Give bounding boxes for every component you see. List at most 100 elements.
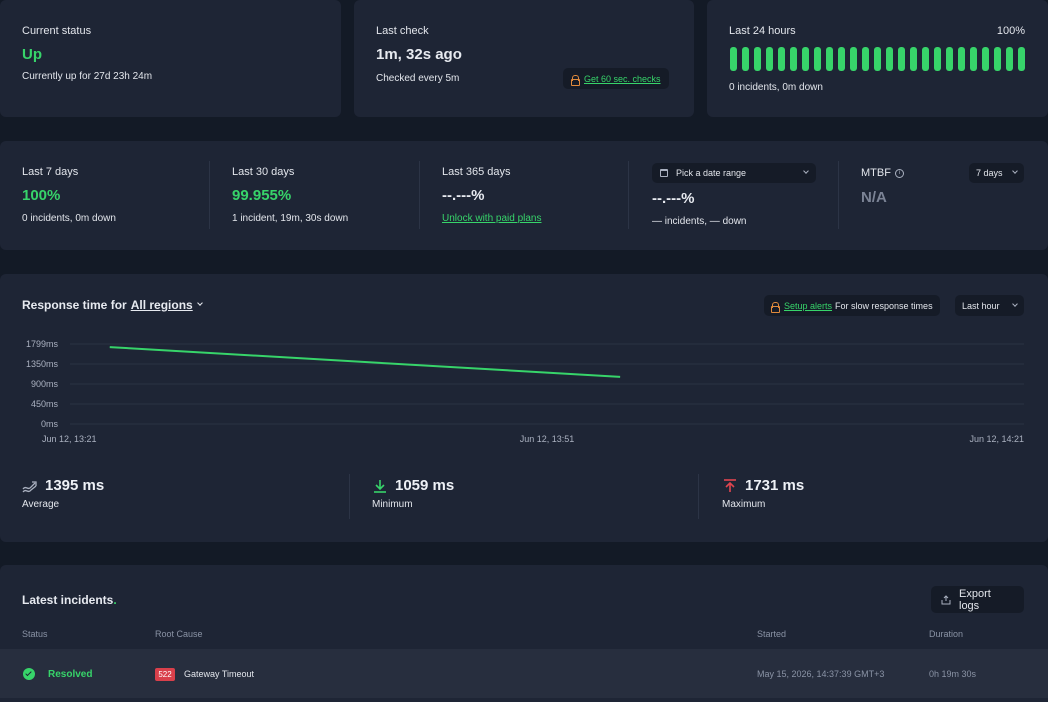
uptime-bar[interactable] xyxy=(790,47,797,71)
error-code-badge: 522 xyxy=(155,668,175,681)
uptime-bar[interactable] xyxy=(742,47,749,71)
last-check-card: Last check 1m, 32s ago Checked every 5m … xyxy=(354,0,694,117)
lock-icon xyxy=(571,74,580,86)
uptime-bar[interactable] xyxy=(946,47,953,71)
uptime-bar[interactable] xyxy=(766,47,773,71)
uptime-bar[interactable] xyxy=(730,47,737,71)
info-icon[interactable]: i xyxy=(894,168,904,178)
uptime-bar[interactable] xyxy=(910,47,917,71)
export-logs-label: Export logs xyxy=(959,587,991,612)
period-7d-label: Last 7 days xyxy=(22,166,79,178)
divider xyxy=(209,161,210,229)
y-tick-label: 1350ms xyxy=(26,359,59,369)
arrow-down-icon xyxy=(374,479,386,493)
unlock-paid-plans-link[interactable]: Unlock with paid plans xyxy=(442,213,542,224)
export-logs-button[interactable]: Export logs xyxy=(931,586,1024,613)
date-range-detail: — incidents, — down xyxy=(652,216,747,227)
incident-status: Resolved xyxy=(48,669,93,680)
uptime-bar[interactable] xyxy=(970,47,977,71)
x-tick-label: Jun 12, 13:21 xyxy=(42,434,97,444)
mtbf-label: MTBF i xyxy=(861,167,904,179)
minimum-value: 1059 ms xyxy=(395,477,455,494)
current-status-card: Current status Up Currently up for 27d 2… xyxy=(0,0,341,117)
date-range-picker[interactable]: Pick a date range xyxy=(652,163,816,183)
minimum-stat: 1059 ms Minimum xyxy=(372,477,454,510)
incident-started: May 15, 2026, 14:37:39 GMT+3 xyxy=(757,669,885,679)
x-tick-label: Jun 12, 14:21 xyxy=(969,434,1024,444)
uptime-bar[interactable] xyxy=(814,47,821,71)
last-24h-percent: 100% xyxy=(996,25,1025,37)
date-range-placeholder: Pick a date range xyxy=(676,168,747,178)
uptime-bar[interactable] xyxy=(802,47,809,71)
uptime-bar[interactable] xyxy=(934,47,941,71)
response-time-title: Response time for All regions xyxy=(22,298,203,312)
y-tick-label: 0ms xyxy=(41,419,59,429)
divider xyxy=(419,161,420,229)
y-tick-label: 900ms xyxy=(31,379,59,389)
uptime-bar[interactable] xyxy=(826,47,833,71)
current-status-value: Up xyxy=(22,46,42,63)
uptime-bar[interactable] xyxy=(922,47,929,71)
divider xyxy=(838,161,839,229)
incident-duration: 0h 19m 30s xyxy=(929,669,977,679)
last-24h-label: Last 24 hours xyxy=(729,25,796,37)
period-30d-value: 99.955% xyxy=(232,187,292,204)
mtbf-range-select[interactable]: 7 days xyxy=(969,163,1024,183)
table-row[interactable]: Resolved 522 Gateway Timeout May 15, 202… xyxy=(0,649,1048,698)
periods-card: Last 7 days 100% 0 incidents, 0m down La… xyxy=(0,141,1048,250)
incidents-title-text: Latest incidents xyxy=(22,593,114,607)
col-root-cause: Root Cause xyxy=(155,629,203,639)
uptime-bar[interactable] xyxy=(994,47,1001,71)
average-label: Average xyxy=(22,499,60,510)
period-30d-detail: 1 incident, 19m, 30s down xyxy=(232,213,349,224)
response-time-chart: 1799ms 1350ms 900ms 450ms 0ms Jun 12, 13:21 Ju… xyxy=(26,339,1024,444)
region-select[interactable]: All regions xyxy=(130,298,193,312)
response-time-card: Response time for All regions Setup aler… xyxy=(0,274,1048,542)
mtbf-range-value: 7 days xyxy=(976,168,1003,178)
response-time-line xyxy=(109,346,621,378)
uptime-bar[interactable] xyxy=(958,47,965,71)
response-title-prefix: Response time for xyxy=(22,298,127,312)
uptime-bar[interactable] xyxy=(982,47,989,71)
maximum-stat: 1731 ms Maximum xyxy=(722,477,804,510)
upgrade-checks-pill[interactable]: Get 60 sec. checks xyxy=(563,68,669,89)
col-started: Started xyxy=(757,629,787,639)
setup-alerts-link[interactable]: Setup alerts xyxy=(784,300,833,311)
uptime-bar[interactable] xyxy=(850,47,857,71)
time-range-select[interactable]: Last hour xyxy=(955,295,1024,316)
minimum-label: Minimum xyxy=(372,499,413,510)
uptime-bar[interactable] xyxy=(874,47,881,71)
col-duration: Duration xyxy=(929,629,964,639)
export-icon xyxy=(941,594,951,604)
period-7d-value: 100% xyxy=(22,187,61,204)
y-tick-label: 1799ms xyxy=(26,339,59,349)
arrow-up-icon xyxy=(724,478,736,492)
period-365d-label: Last 365 days xyxy=(442,166,511,178)
incidents-title-dot: . xyxy=(113,593,117,607)
get-60-sec-checks-link[interactable]: Get 60 sec. checks xyxy=(584,73,661,84)
time-range-value: Last hour xyxy=(962,300,1000,311)
date-range-value: --.---% xyxy=(652,190,695,207)
lock-icon xyxy=(771,301,780,313)
y-tick-label: 450ms xyxy=(31,399,59,409)
period-30d-label: Last 30 days xyxy=(232,166,295,178)
chevron-down-icon[interactable] xyxy=(196,300,203,306)
last-24h-detail: 0 incidents, 0m down xyxy=(729,82,823,93)
calendar-icon xyxy=(660,169,668,177)
divider xyxy=(698,474,699,519)
uptime-bar[interactable] xyxy=(1018,47,1025,71)
incidents-title: Latest incidents. xyxy=(22,593,117,607)
uptime-bar[interactable] xyxy=(898,47,905,71)
last-check-label: Last check xyxy=(376,25,429,37)
check-interval: Checked every 5m xyxy=(376,73,460,84)
uptime-bar[interactable] xyxy=(862,47,869,71)
divider xyxy=(628,161,629,229)
uptime-bar[interactable] xyxy=(838,47,845,71)
uptime-bar[interactable] xyxy=(778,47,785,71)
uptime-bar[interactable] xyxy=(754,47,761,71)
last-check-value: 1m, 32s ago xyxy=(376,46,462,63)
current-status-detail: Currently up for 27d 23h 24m xyxy=(22,71,153,82)
uptime-bar[interactable] xyxy=(886,47,893,71)
chevron-down-icon xyxy=(1012,300,1018,307)
uptime-bar[interactable] xyxy=(1006,47,1013,71)
